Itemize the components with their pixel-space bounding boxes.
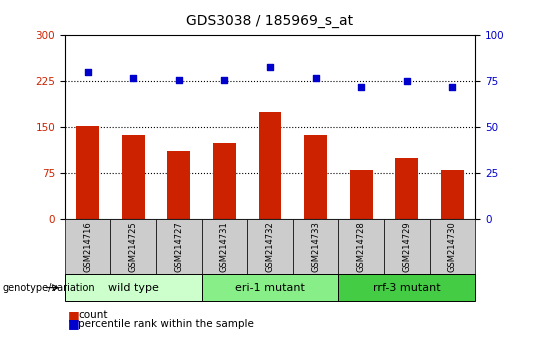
Text: count: count [78, 310, 108, 320]
Bar [304, 136, 327, 219]
Text: genotype/variation: genotype/variation [3, 282, 96, 293]
Bar [122, 136, 145, 219]
Text: GSM214728: GSM214728 [357, 222, 366, 272]
Bar [167, 151, 190, 219]
Text: GSM214716: GSM214716 [83, 222, 92, 272]
Text: GSM214730: GSM214730 [448, 222, 457, 272]
Text: ■: ■ [68, 309, 79, 321]
Bar [213, 143, 236, 219]
Text: percentile rank within the sample: percentile rank within the sample [78, 319, 254, 329]
Point [402, 79, 411, 84]
Text: ■: ■ [68, 318, 79, 330]
Text: wild type: wild type [108, 282, 159, 293]
Bar [395, 158, 418, 219]
Text: GSM214731: GSM214731 [220, 222, 229, 272]
Bar [76, 126, 99, 219]
Text: GSM214727: GSM214727 [174, 222, 183, 272]
Point [357, 84, 366, 90]
Point [174, 77, 183, 82]
Point [448, 84, 457, 90]
Bar [259, 112, 281, 219]
Point [266, 64, 274, 69]
Point [220, 77, 229, 82]
Text: GSM214733: GSM214733 [311, 222, 320, 272]
Text: GSM214725: GSM214725 [129, 222, 138, 272]
Bar [350, 170, 373, 219]
Text: GDS3038 / 185969_s_at: GDS3038 / 185969_s_at [186, 14, 354, 28]
Text: GSM214729: GSM214729 [402, 222, 411, 272]
Text: rrf-3 mutant: rrf-3 mutant [373, 282, 441, 293]
Text: eri-1 mutant: eri-1 mutant [235, 282, 305, 293]
Point [311, 75, 320, 81]
Text: GSM214732: GSM214732 [266, 222, 274, 272]
Bar [441, 170, 464, 219]
Point [83, 69, 92, 75]
Point [129, 75, 138, 81]
